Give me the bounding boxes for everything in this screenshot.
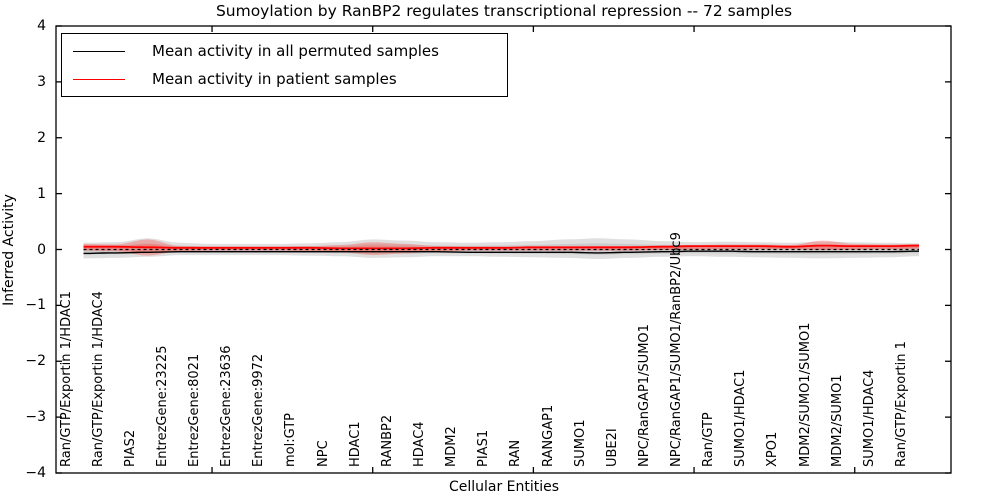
- x-category-label: HDAC4: [411, 421, 427, 467]
- legend: Mean activity in all permuted samples Me…: [61, 33, 508, 97]
- mean-line-permuted: [83, 250, 919, 255]
- x-category-label: MDM2/SUMO1: [829, 374, 845, 467]
- y-tick-label: 0: [37, 241, 46, 258]
- y-tick-label: −1: [25, 297, 46, 314]
- x-category-label: MDM2: [444, 426, 460, 467]
- y-tick-label: −3: [25, 409, 46, 426]
- x-category-label: SUMO1: [572, 419, 588, 468]
- x-category-label: mol:GTP: [283, 413, 299, 467]
- x-category-label: RANGAP1: [540, 404, 556, 467]
- x-category-label: RAN: [508, 439, 524, 467]
- x-category-label: EntrezGene:9972: [251, 353, 267, 467]
- x-category-label: EntrezGene:23636: [219, 345, 235, 467]
- y-tick-label: 3: [37, 73, 46, 90]
- x-category-label: EntrezGene:23225: [154, 345, 170, 467]
- mean-line-patient: [83, 244, 919, 250]
- x-category-label: Ran/GTP/Exportin 1/HDAC1: [58, 291, 74, 467]
- x-category-label: NPC/RanGAP1/SUMO1/RanBP2/Ubc9: [669, 232, 685, 467]
- chart-title: Sumoylation by RanBP2 regulates transcri…: [215, 2, 793, 20]
- x-category-label: RANBP2: [379, 414, 395, 467]
- x-category-label: MDM2/SUMO1/SUMO1: [797, 322, 813, 467]
- x-category-label: NPC: [315, 440, 331, 467]
- x-category-label: Ran/GTP: [701, 412, 717, 467]
- x-category-label: HDAC1: [347, 421, 363, 467]
- x-category-label: SUMO1/HDAC1: [733, 369, 749, 467]
- legend-label-permuted: Mean activity in all permuted samples: [152, 42, 439, 60]
- y-tick-label: 4: [37, 18, 46, 34]
- x-category-label: SUMO1/HDAC4: [861, 369, 877, 467]
- y-tick-label: −2: [25, 353, 46, 370]
- x-category-label: Ran/GTP/Exportin 1: [894, 341, 909, 467]
- legend-line-sample-permuted: [73, 50, 125, 52]
- x-category-label: PIAS1: [476, 429, 492, 467]
- y-tick-label: 2: [37, 129, 46, 146]
- x-category-label: XPO1: [765, 431, 781, 467]
- legend-row-patient: Mean activity in patient samples: [62, 66, 507, 92]
- x-category-label: UBE2I: [604, 428, 620, 467]
- legend-line-sample-patient: [73, 78, 125, 80]
- x-category-label: PIAS2: [122, 429, 138, 467]
- x-category-label: EntrezGene:8021: [187, 353, 203, 467]
- y-tick-label: 1: [37, 185, 46, 202]
- x-category-label: Ran/GTP/Exportin 1/HDAC4: [90, 291, 106, 467]
- legend-row-permuted: Mean activity in all permuted samples: [62, 38, 507, 64]
- x-axis-label: Cellular Entities: [448, 479, 560, 495]
- x-category-label: NPC/RanGAP1/SUMO1: [636, 324, 652, 467]
- legend-label-patient: Mean activity in patient samples: [152, 70, 397, 88]
- y-tick-label: −4: [25, 465, 46, 481]
